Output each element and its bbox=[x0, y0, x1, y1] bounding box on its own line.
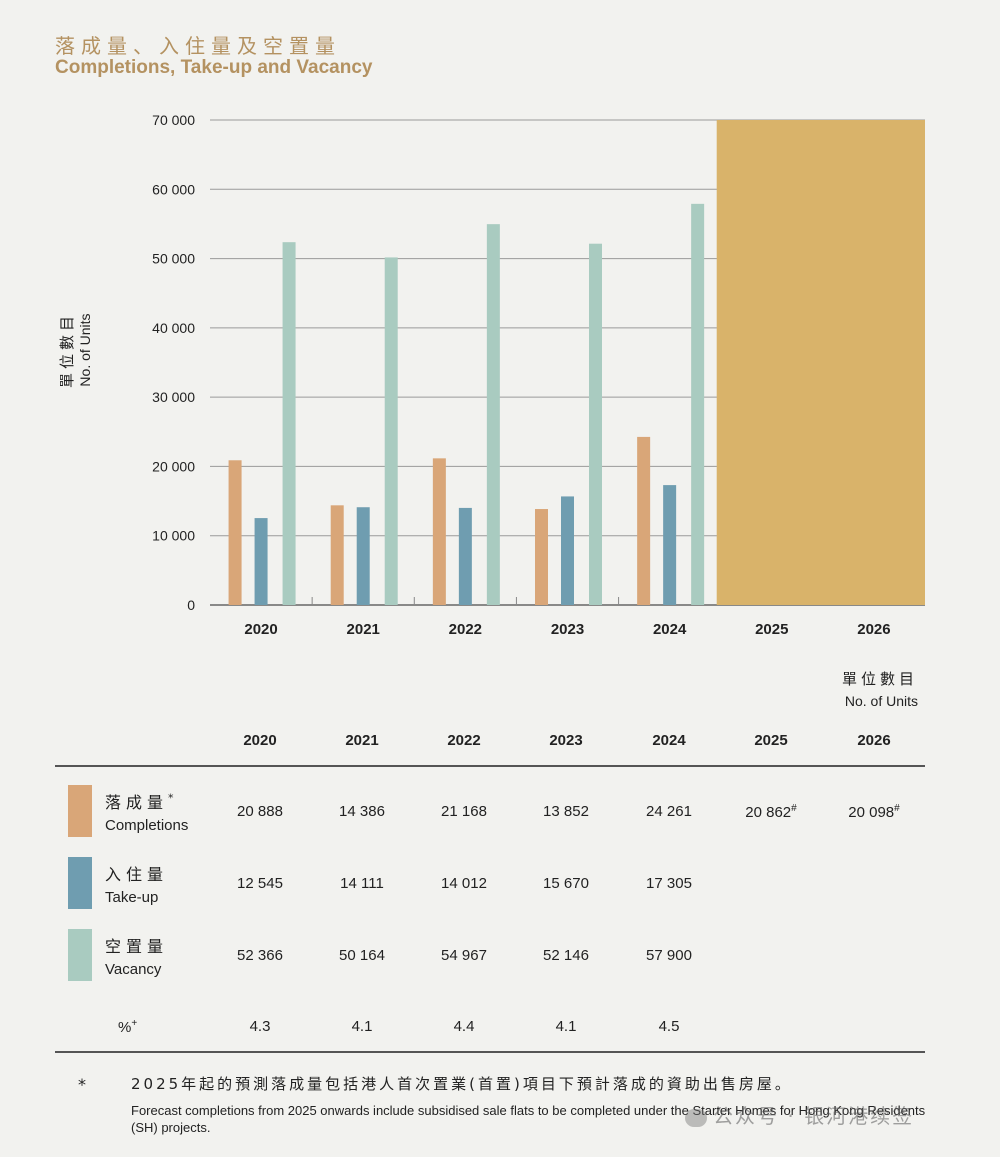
table-cell: 24 261 bbox=[646, 803, 692, 820]
watermark: 公众号 · 银河港续签 bbox=[685, 1100, 914, 1129]
table-cell: 52 366 bbox=[237, 947, 283, 964]
table-top-rule bbox=[55, 765, 925, 767]
x-tick-label: 2025 bbox=[755, 621, 788, 638]
footnote-english: Forecast completions from 2025 onwards i… bbox=[131, 1103, 926, 1135]
bar-completions bbox=[228, 460, 242, 605]
bar-vacancy bbox=[691, 203, 705, 606]
bar-completions bbox=[432, 458, 446, 605]
table-cell: 14 386 bbox=[339, 803, 385, 820]
bar-vacancy bbox=[282, 242, 296, 606]
y-tick-label: 50 000 bbox=[152, 251, 195, 267]
table-unit-en: No. of Units bbox=[844, 693, 918, 709]
title-english: Completions, Take-up and Vacancy bbox=[55, 57, 373, 78]
table-cell: 14 111 bbox=[340, 875, 384, 892]
table-year: 2026 bbox=[857, 732, 891, 749]
bar-take-up bbox=[663, 485, 677, 605]
table-cell: 4.1 bbox=[351, 1018, 373, 1035]
bar-vacancy bbox=[384, 257, 398, 605]
x-tick-label: 2020 bbox=[244, 621, 277, 638]
x-tick-label: 2022 bbox=[449, 621, 482, 638]
take-up-label-zh: 入住量 bbox=[105, 865, 169, 884]
bar-take-up bbox=[356, 507, 370, 605]
table-cell: 57 900 bbox=[646, 947, 692, 964]
bar-completions bbox=[637, 436, 651, 605]
table-year: 2025 bbox=[754, 732, 788, 749]
vacancy-label-zh: 空置量 bbox=[105, 937, 169, 956]
bar-vacancy bbox=[589, 243, 602, 606]
take-up-swatch bbox=[68, 857, 92, 909]
table-unit-zh: 單位數目 bbox=[841, 670, 918, 688]
table-year: 2022 bbox=[447, 732, 481, 749]
x-tick-label: 2024 bbox=[653, 621, 687, 638]
table-cell: 52 146 bbox=[543, 947, 589, 964]
table-cell: 17 305 bbox=[646, 875, 692, 892]
table-cell: 13 852 bbox=[543, 803, 589, 820]
table-cell: 4.4 bbox=[453, 1018, 475, 1035]
vacancy-swatch bbox=[68, 929, 92, 981]
bar-completions bbox=[330, 505, 344, 605]
y-tick-label: 40 000 bbox=[152, 320, 195, 336]
table-cell: 21 168 bbox=[441, 803, 487, 820]
take-up-label: 入住量 Take-up bbox=[105, 861, 168, 906]
table-cell: 50 164 bbox=[339, 947, 385, 964]
title-chinese: 落成量、入住量及空置量 bbox=[55, 34, 341, 58]
completions-label-en: Completions bbox=[105, 817, 189, 834]
table-year: 2024 bbox=[652, 732, 686, 749]
percent-label: %+ bbox=[118, 1018, 138, 1036]
table-cell: 14 012 bbox=[441, 875, 487, 892]
table-cell: 54 967 bbox=[441, 947, 487, 964]
table-cell: 4.1 bbox=[555, 1018, 577, 1035]
bar-take-up bbox=[254, 518, 268, 605]
table-cell: 12 545 bbox=[237, 875, 283, 892]
completions-swatch bbox=[68, 785, 92, 837]
bar-completions bbox=[535, 509, 548, 605]
y-tick-label: 70 000 bbox=[152, 112, 195, 128]
table-unit-heading: 單位數目 No. of Units bbox=[842, 668, 918, 709]
x-tick-label: 2023 bbox=[551, 621, 584, 638]
completions-label-zh: 落成量* bbox=[105, 791, 179, 812]
table-cell: 15 670 bbox=[543, 875, 589, 892]
bar-take-up bbox=[561, 496, 574, 605]
y-tick-label: 10 000 bbox=[152, 528, 195, 544]
y-tick-label: 30 000 bbox=[152, 389, 195, 405]
vacancy-label-en: Vacancy bbox=[105, 961, 162, 978]
wechat-icon bbox=[685, 1108, 707, 1127]
watermark-text: 公众号 · 银河港续签 bbox=[713, 1104, 915, 1128]
y-tick-label: 0 bbox=[187, 597, 195, 613]
take-up-label-en: Take-up bbox=[105, 889, 159, 906]
footnote-marker: * bbox=[78, 1075, 86, 1094]
table-year: 2021 bbox=[345, 732, 379, 749]
completions-label: 落成量* Completions bbox=[105, 789, 188, 834]
table-bottom-rule bbox=[55, 1051, 925, 1053]
x-tick-label: 2026 bbox=[857, 621, 890, 638]
table-cell: 20 862# bbox=[745, 803, 797, 821]
y-tick-label: 60 000 bbox=[152, 181, 195, 197]
bar-take-up bbox=[458, 507, 472, 605]
table-year: 2020 bbox=[243, 732, 277, 749]
bar-vacancy bbox=[486, 224, 500, 605]
vacancy-label: 空置量 Vacancy bbox=[105, 933, 168, 978]
bar-chart: 0 10 000 20 000 30 000 40 000 50 000 60 000 70 … bbox=[152, 112, 925, 638]
x-tick-label: 2021 bbox=[347, 621, 380, 638]
table-cell: 20 098# bbox=[848, 803, 900, 821]
table-cell: 4.3 bbox=[249, 1018, 271, 1035]
table-cell: 4.5 bbox=[658, 1018, 680, 1035]
table-year-header: 2020 2021 2022 2023 2024 2025 2026 bbox=[0, 732, 1000, 752]
table-cell: 20 888 bbox=[237, 803, 283, 820]
table-year: 2023 bbox=[549, 732, 583, 749]
footnote-chinese: 2025年起的預測落成量包括港人首次置業(首置)項目下預計落成的資助出售房屋。 bbox=[131, 1075, 793, 1093]
forecast-block bbox=[716, 120, 925, 605]
y-tick-label: 20 000 bbox=[152, 458, 195, 474]
